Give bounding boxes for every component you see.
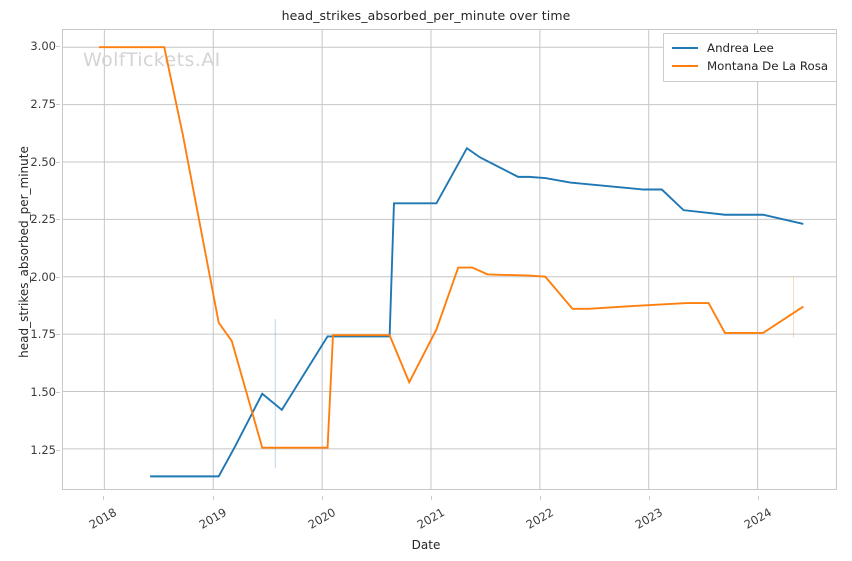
y-tick-mark xyxy=(56,219,60,221)
y-tick-mark xyxy=(56,46,60,48)
plot-area: WolfTickets.AI xyxy=(62,29,837,490)
legend-color-swatch xyxy=(672,46,698,50)
y-tick-mark xyxy=(56,392,60,394)
x-tick-label: 2021 xyxy=(414,505,447,532)
x-tick-mark xyxy=(649,496,651,500)
series-line xyxy=(150,146,804,478)
series-lines xyxy=(98,46,804,478)
x-axis-ticks: 2018 2019 2020 2021 2022 2023 2024 xyxy=(0,496,852,546)
y-tick-label: 2.50 xyxy=(30,154,56,169)
x-tick-label: 2019 xyxy=(196,505,229,532)
y-tick-mark xyxy=(56,103,60,105)
legend-item[interactable]: Montana De La Rosa xyxy=(672,57,828,75)
y-tick-mark xyxy=(56,334,60,336)
x-tick-mark xyxy=(540,496,542,500)
y-tick-mark xyxy=(56,449,60,451)
legend-item-label: Andrea Lee xyxy=(707,41,774,55)
x-tick-mark xyxy=(321,496,323,500)
y-tick-label: 2.25 xyxy=(30,212,56,227)
x-tick-label: 2024 xyxy=(742,505,775,532)
y-axis-ticks: 1.25 1.50 1.75 2.00 2.25 2.50 2.75 3.00 xyxy=(0,0,60,561)
y-tick-label: 2.00 xyxy=(30,269,56,284)
x-tick-mark xyxy=(430,496,432,500)
chart-title: head_strikes_absorbed_per_minute over ti… xyxy=(281,8,571,23)
watermark-layer: WolfTickets.AI xyxy=(63,30,836,489)
x-tick-label: 2023 xyxy=(632,505,666,532)
x-tick-mark xyxy=(758,496,760,500)
y-axis-label: head_strikes_absorbed_per_minute xyxy=(17,146,31,358)
y-tick-label: 1.50 xyxy=(30,385,56,400)
legend-item[interactable]: Andrea Lee xyxy=(672,39,828,57)
y-tick-label: 1.75 xyxy=(30,327,56,342)
y-tick-label: 2.75 xyxy=(30,96,56,111)
series-line xyxy=(98,46,804,449)
legend-item-label: Montana De La Rosa xyxy=(707,59,829,73)
x-tick-label: 2022 xyxy=(523,505,557,532)
y-tick-mark xyxy=(56,276,60,278)
grid-lines xyxy=(63,30,836,489)
x-tick-label: 2020 xyxy=(305,505,338,532)
watermark-text: WolfTickets.AI xyxy=(83,49,221,71)
x-tick-label: 2018 xyxy=(87,505,120,532)
y-tick-label: 3.00 xyxy=(30,39,56,54)
x-axis-label: Date xyxy=(411,538,441,552)
legend-color-swatch xyxy=(672,64,698,68)
legend: Andrea Lee Montana De La Rosa xyxy=(663,33,838,82)
y-tick-mark xyxy=(56,161,60,163)
x-tick-mark xyxy=(212,496,214,500)
x-tick-mark xyxy=(103,496,105,500)
y-tick-label: 1.25 xyxy=(30,442,56,457)
